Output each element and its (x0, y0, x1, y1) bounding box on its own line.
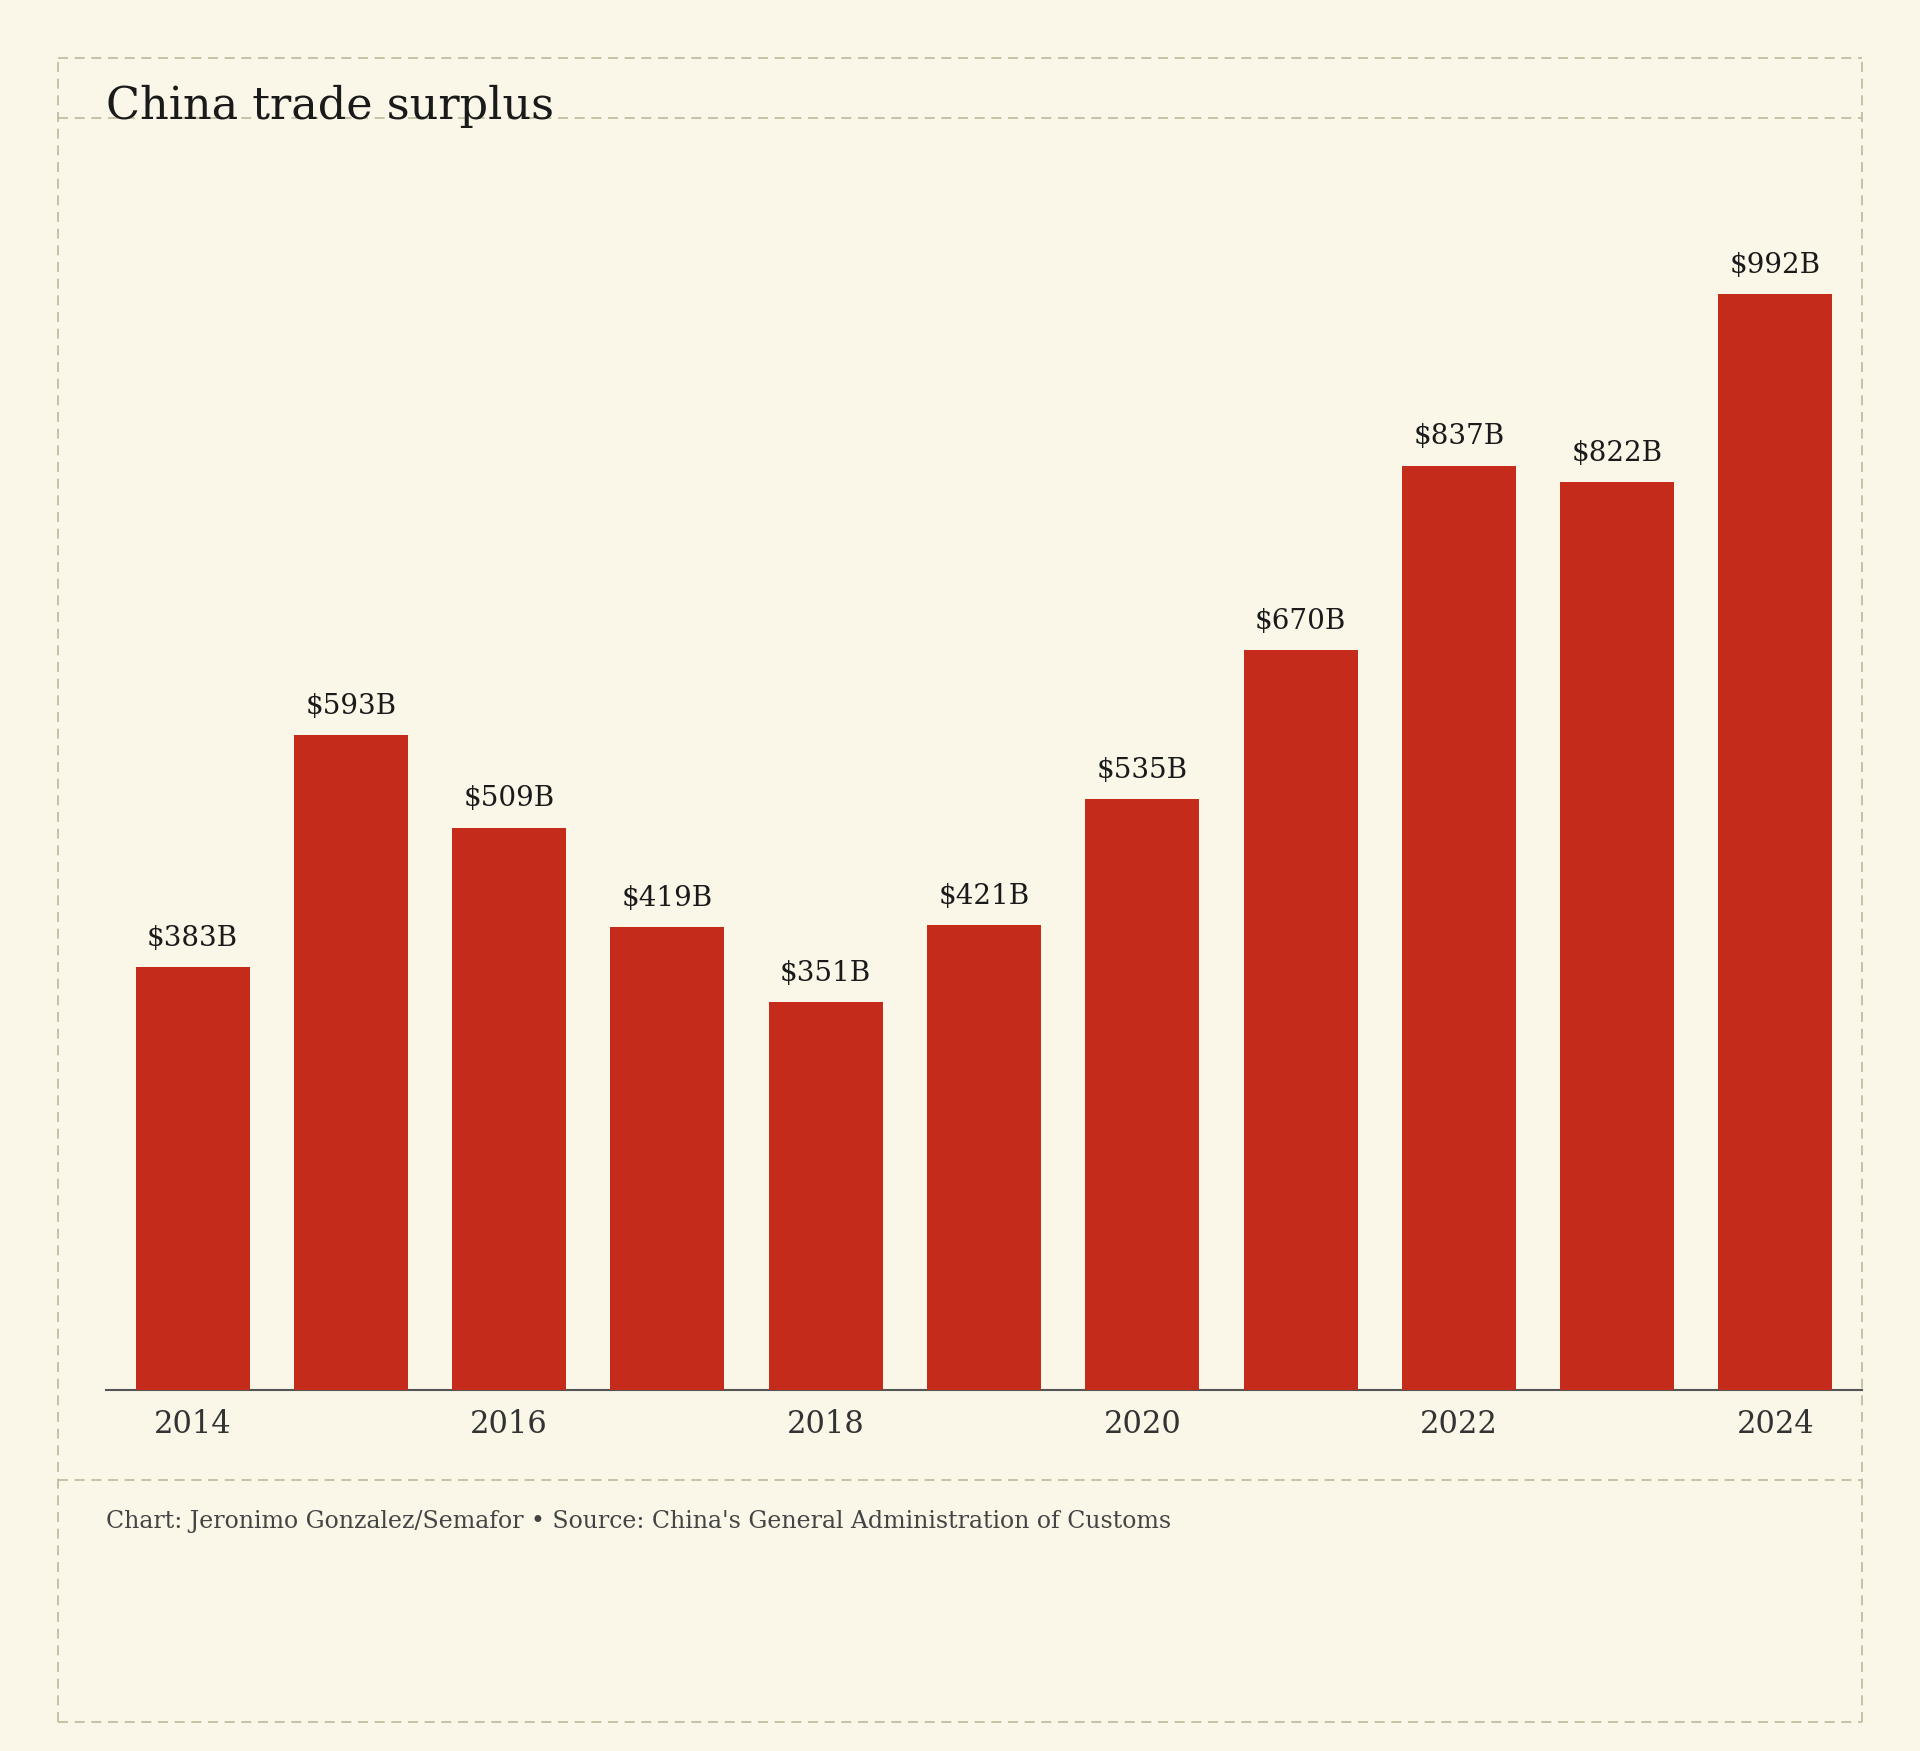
Text: $593B: $593B (305, 693, 397, 720)
Text: $383B: $383B (148, 925, 238, 951)
Text: Chart: Jeronimo Gonzalez/Semafor • Source: China's General Administration of Cus: Chart: Jeronimo Gonzalez/Semafor • Sourc… (106, 1509, 1171, 1532)
Bar (1402, 466, 1515, 1390)
Text: China trade surplus: China trade surplus (106, 86, 553, 128)
Text: $509B: $509B (463, 786, 555, 812)
Bar (927, 925, 1041, 1390)
Bar (1561, 482, 1674, 1390)
Text: $535B: $535B (1096, 756, 1188, 784)
Bar (1718, 294, 1832, 1390)
Text: $421B: $421B (939, 883, 1029, 909)
Text: SEMAFOR: SEMAFOR (111, 1625, 401, 1674)
Bar (136, 967, 250, 1390)
Text: $822B: $822B (1571, 440, 1663, 468)
Text: $670B: $670B (1256, 608, 1346, 634)
Text: $992B: $992B (1730, 252, 1820, 278)
Bar (1244, 650, 1357, 1390)
Bar (453, 828, 566, 1390)
Bar (1085, 798, 1200, 1390)
Bar (768, 1002, 883, 1390)
Text: $837B: $837B (1413, 424, 1505, 450)
Text: $419B: $419B (622, 884, 712, 912)
Bar (294, 735, 407, 1390)
Bar (611, 928, 724, 1390)
Text: $351B: $351B (780, 960, 872, 988)
